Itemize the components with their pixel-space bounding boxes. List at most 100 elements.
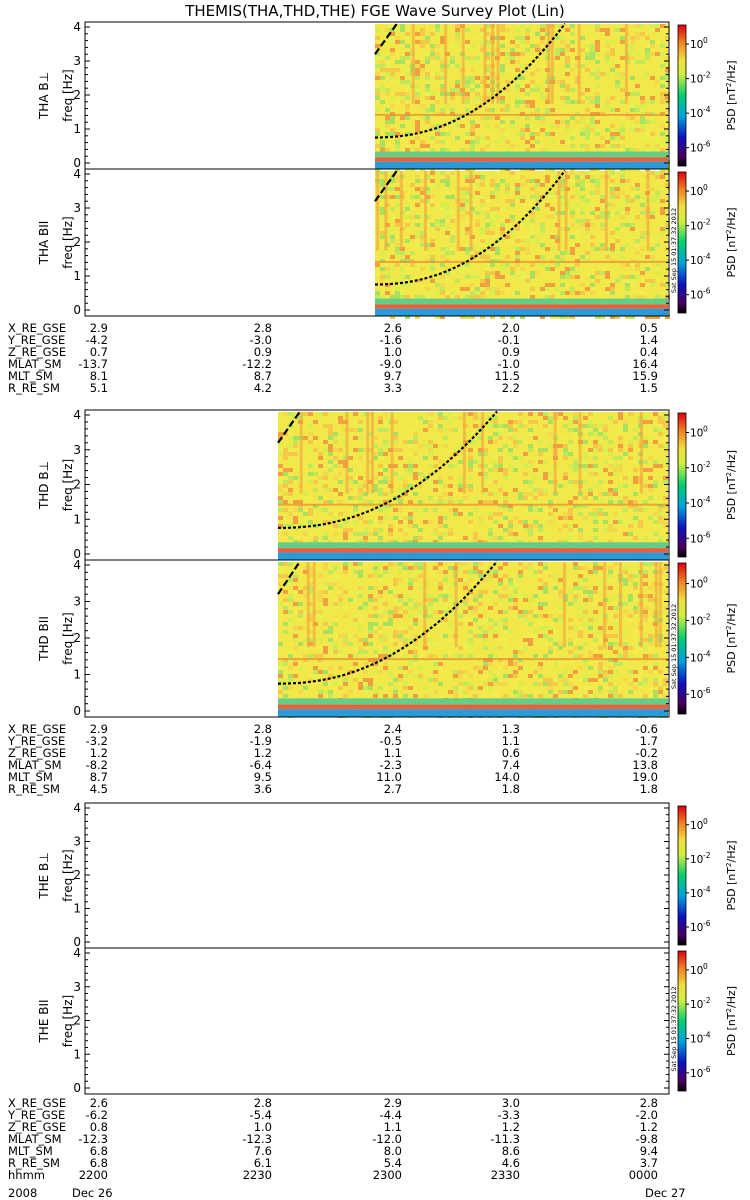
heatmap-cell bbox=[515, 104, 520, 108]
heatmap-cell bbox=[613, 420, 618, 424]
heatmap-cell bbox=[555, 124, 560, 128]
heatmap-cell bbox=[428, 460, 433, 464]
heatmap-cell bbox=[508, 630, 513, 634]
heatmap-cell bbox=[575, 64, 580, 68]
heatmap-cell bbox=[623, 602, 628, 606]
heatmap-cell bbox=[543, 508, 548, 512]
heatmap-cell bbox=[465, 168, 470, 172]
heatmap-cell bbox=[465, 84, 470, 88]
heatmap-cell bbox=[303, 532, 308, 536]
heatmap-cell bbox=[538, 634, 543, 638]
heatmap-cell bbox=[533, 614, 538, 618]
heatmap-cell bbox=[530, 239, 535, 243]
heatmap-cell bbox=[465, 148, 470, 152]
heatmap-cell bbox=[433, 610, 438, 614]
heatmap-cell bbox=[635, 183, 640, 187]
heatmap-cell bbox=[520, 128, 525, 132]
heatmap-cell bbox=[358, 500, 363, 504]
heatmap-cell bbox=[498, 594, 503, 598]
cbar-tick-exp: -2 bbox=[703, 612, 711, 621]
heatmap-cell bbox=[488, 476, 493, 480]
heatmap-cell bbox=[515, 251, 520, 255]
heatmap-cell bbox=[558, 444, 563, 448]
heatmap-cell bbox=[343, 578, 348, 582]
heatmap-cell bbox=[468, 638, 473, 642]
heatmap-cell bbox=[468, 456, 473, 460]
heatmap-cell bbox=[388, 444, 393, 448]
heatmap-cell bbox=[488, 570, 493, 574]
heatmap-cell bbox=[435, 100, 440, 104]
heatmap-cell bbox=[328, 464, 333, 468]
heatmap-cell bbox=[600, 223, 605, 227]
heatmap-cell bbox=[468, 682, 473, 686]
heatmap-cell bbox=[328, 540, 333, 544]
heatmap-cell bbox=[425, 56, 430, 60]
heatmap-cell bbox=[333, 436, 338, 440]
heatmap-cell bbox=[358, 682, 363, 686]
heatmap-cell bbox=[613, 642, 618, 646]
heatmap-cell bbox=[465, 251, 470, 255]
heatmap-cell bbox=[538, 472, 543, 476]
heatmap-cell bbox=[633, 606, 638, 610]
heatmap-cell bbox=[590, 223, 595, 227]
heatmap-cell bbox=[465, 44, 470, 48]
heatmap-cell bbox=[598, 582, 603, 586]
heatmap-cell bbox=[380, 183, 385, 187]
heatmap-cell bbox=[565, 32, 570, 36]
heatmap-cell bbox=[463, 674, 468, 678]
heatmap-cell bbox=[595, 168, 600, 172]
heatmap-cell bbox=[358, 586, 363, 590]
heatmap-cell bbox=[443, 598, 448, 602]
heatmap-cell bbox=[650, 136, 655, 140]
heatmap-cell bbox=[523, 508, 528, 512]
heatmap-cell bbox=[420, 235, 425, 239]
heatmap-cell bbox=[465, 199, 470, 203]
band bbox=[375, 161, 668, 169]
heatmap-cell bbox=[433, 582, 438, 586]
fce-curve bbox=[375, 22, 566, 139]
heatmap-cell bbox=[378, 634, 383, 638]
heatmap-cell bbox=[588, 412, 593, 416]
heatmap-cell bbox=[528, 456, 533, 460]
heatmap-cell bbox=[605, 271, 610, 275]
heatmap-cell bbox=[375, 128, 380, 132]
heatmap-cell bbox=[593, 440, 598, 444]
heatmap-cell bbox=[288, 598, 293, 602]
y-tick-label: 3 bbox=[73, 835, 81, 849]
heatmap-cell bbox=[368, 622, 373, 626]
heatmap-cell bbox=[538, 626, 543, 630]
heatmap-cell bbox=[553, 678, 558, 682]
heatmap-cell bbox=[640, 96, 645, 100]
heatmap-cell bbox=[508, 674, 513, 678]
heatmap-cell bbox=[588, 452, 593, 456]
heatmap-cell bbox=[488, 440, 493, 444]
heatmap-cell bbox=[640, 231, 645, 235]
heatmap-cell bbox=[520, 175, 525, 179]
heatmap-cell bbox=[560, 120, 565, 124]
heatmap-cell bbox=[530, 136, 535, 140]
heatmap-cell bbox=[313, 536, 318, 540]
heatmap-cell bbox=[478, 452, 483, 456]
heatmap-cell bbox=[428, 444, 433, 448]
heatmap-cell bbox=[500, 179, 505, 183]
heatmap-cell bbox=[313, 682, 318, 686]
heatmap-cell bbox=[613, 496, 618, 500]
heatmap-cell bbox=[595, 68, 600, 72]
heatmap-cell bbox=[568, 582, 573, 586]
heatmap-cell bbox=[640, 247, 645, 251]
cbar-tick-exp: -6 bbox=[703, 140, 711, 149]
heatmap-cell bbox=[623, 452, 628, 456]
heatmap-cell bbox=[455, 88, 460, 92]
heatmap-cell bbox=[413, 540, 418, 544]
heatmap-cell bbox=[485, 32, 490, 36]
heatmap-cell bbox=[403, 540, 408, 544]
heatmap-cell bbox=[580, 48, 585, 52]
heatmap-cell bbox=[528, 420, 533, 424]
heatmap-cell bbox=[388, 460, 393, 464]
heatmap-cell bbox=[458, 610, 463, 614]
heatmap-cell bbox=[535, 144, 540, 148]
heatmap-cell bbox=[298, 666, 303, 670]
heatmap-cell bbox=[545, 215, 550, 219]
heatmap-cell bbox=[570, 48, 575, 52]
heatmap-cell bbox=[410, 140, 415, 144]
